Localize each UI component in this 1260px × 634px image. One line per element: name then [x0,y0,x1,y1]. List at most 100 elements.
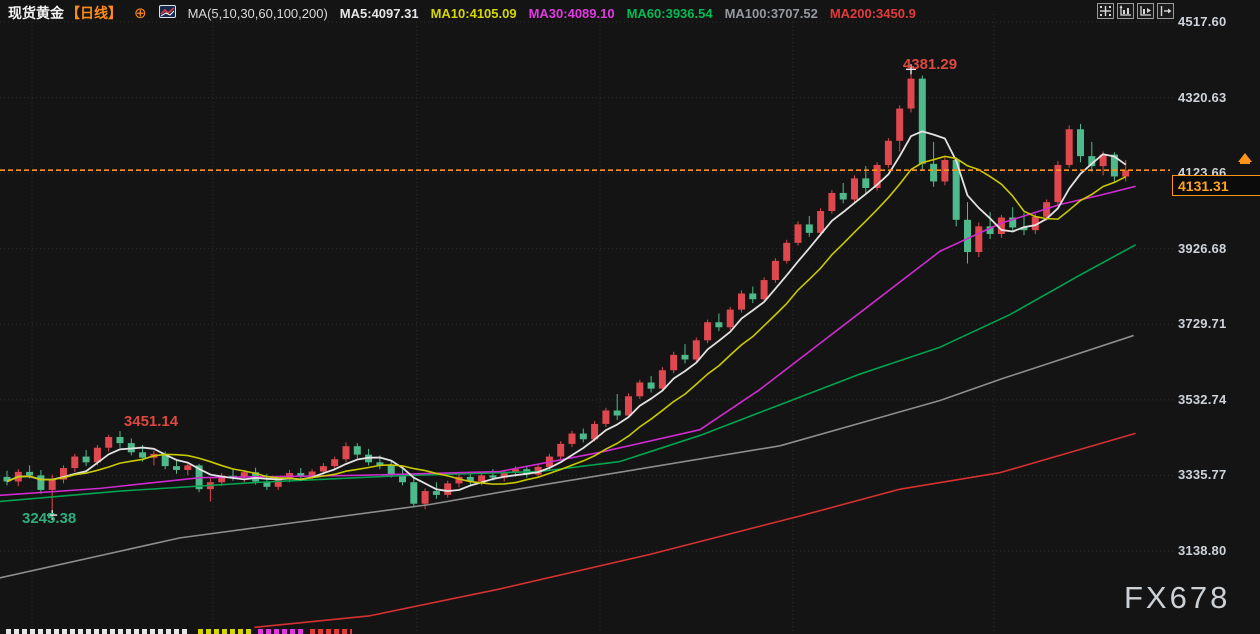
candle-body [410,482,418,504]
candle-body [828,192,836,211]
candle-body [692,340,700,360]
candle-body [218,475,226,483]
price-axis-label: 3532.74 [1178,391,1227,407]
mini-chart-icon[interactable] [158,5,176,21]
ma200-legend: MA200:3450.9 [829,5,916,21]
candle-body [512,469,519,473]
candle-body [455,476,463,484]
ma100-legend: MA100:3707.52 [724,5,818,21]
candle-body [851,178,858,200]
candle-body [105,436,113,448]
candle-body [568,433,576,444]
candle-body [647,382,655,389]
candle-body [579,433,587,440]
price-axis[interactable]: 4517.60 4320.63 4123.66 3926.68 3729.71 3532.… [1176,0,1260,634]
chart-playback-tool-button[interactable] [1137,3,1154,19]
candle-body [896,108,904,141]
candle-body [116,436,124,444]
last-price-value: 4131.31 [1178,177,1229,194]
price-axis-label: 4517.60 [1178,14,1227,29]
candle-body [173,466,180,470]
candle-body [715,322,723,328]
candle-body [1031,216,1039,231]
candle-body [500,472,508,478]
candle-body [964,219,971,253]
last-price-label: 4131.31 [1172,175,1260,196]
candle-body [613,410,621,416]
candle-body [353,446,361,455]
candle-body [681,354,689,360]
candle-body [342,446,350,460]
candle-body [387,465,395,475]
candle-body [591,423,599,440]
candle-body [319,466,327,472]
candle-body [557,443,565,457]
candle-body [749,293,757,300]
candle-body [986,226,994,235]
candle-body [636,382,644,397]
clipped-indicator-text [258,629,304,634]
candle-body [331,459,339,467]
candle-body [884,140,892,165]
candle-body [997,217,1005,235]
price-annotation: 4381.29 [902,56,958,73]
candle-body [37,475,45,490]
chart-toolbar [1097,3,1174,19]
candle-body [1020,227,1028,231]
candle-body [670,354,678,371]
candle-body [376,462,384,466]
candle-body [1110,154,1118,177]
candles [3,74,1130,511]
pan-right-tool-button[interactable] [1157,3,1174,19]
candle-body [240,472,248,478]
candle-body [783,242,791,261]
candle-body [726,309,734,328]
candle-body [771,260,779,281]
ma30-legend: MA30:4089.10 [528,5,615,21]
candle-body [93,447,101,463]
watermark: FX678 [1124,580,1231,615]
ma30-line [0,185,1136,497]
circle-plus-icon[interactable]: ⊕ [134,4,147,22]
clipped-indicator-text [6,629,190,634]
price-axis-label: 3926.68 [1178,240,1227,256]
candle-body [1122,170,1130,177]
clipped-indicator-text [198,629,252,634]
candle-body [263,481,271,487]
ma100-line [0,334,1134,579]
candle-body [274,478,282,487]
ma5-legend: MA5:4097.31 [339,5,419,21]
candle-body [82,456,90,463]
price-annotation: 3245.38 [22,510,77,527]
candle-body [805,224,813,233]
ma60-line [0,244,1136,503]
candle-body [421,491,429,504]
candle-body [760,280,768,300]
candle-body [738,293,745,310]
clipped-indicator-text [310,629,352,634]
price-axis-label: 3138.80 [1178,543,1227,558]
latest-price-arrow-icon[interactable] [1238,153,1252,164]
candle-body [704,322,712,341]
candle-body [444,483,452,495]
candle-body [1065,129,1073,165]
candle-body [26,471,34,476]
crosshair-tool-button[interactable] [1097,3,1114,19]
candle-body [817,210,825,233]
ma10-line [6,155,1127,485]
candle-body [161,453,169,467]
ma-group-label: MA(5,10,30,60,100,200) [187,5,328,21]
candle-body [71,456,79,469]
candle-body [184,465,192,470]
candle-body [3,476,11,482]
candle-body [399,474,406,483]
candle-body [873,164,881,188]
candle-body [625,396,632,416]
extreme-cross-marker [47,510,58,521]
candle-body [839,192,847,200]
candle-body [478,475,486,482]
ma10-legend: MA10:4105.09 [430,5,517,21]
candle-body [862,178,870,188]
axis-scale-tool-button[interactable] [1117,3,1134,19]
